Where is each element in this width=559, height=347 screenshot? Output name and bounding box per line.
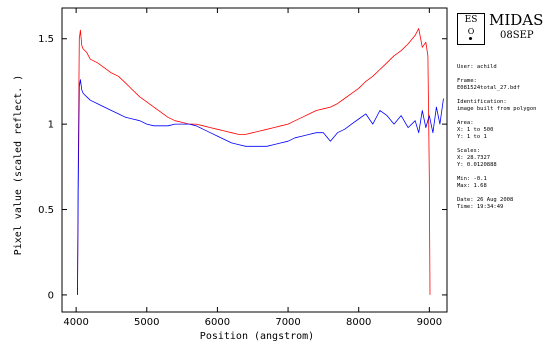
series-layer bbox=[77, 28, 444, 295]
area-y: Y: 1 to 1 bbox=[457, 134, 487, 140]
logo-text-top: ES bbox=[464, 15, 478, 25]
x-tick-label: 8000 bbox=[346, 317, 371, 328]
plot-frame bbox=[61, 7, 448, 313]
min-value: Min: -0.1 bbox=[457, 176, 487, 182]
y-tick-label: 1 bbox=[48, 120, 54, 131]
x-tick-label: 7000 bbox=[275, 317, 300, 328]
scales-y: Y: 0.0120888 bbox=[457, 162, 497, 168]
y-tick-label: 0 bbox=[48, 290, 54, 301]
series-blue-line bbox=[77, 79, 444, 295]
area-label: Area: bbox=[457, 120, 474, 126]
y-tick-label: 0.5 bbox=[38, 205, 54, 216]
app-date: 08SEP bbox=[500, 30, 534, 41]
x-axis-label: Position (angstrom) bbox=[200, 331, 314, 342]
y-axis-ticks: 0 0.5 1 1.5 bbox=[38, 34, 447, 301]
max-value: Max: 1.68 bbox=[457, 183, 487, 189]
user-line: User: achild bbox=[457, 64, 497, 70]
x-tick-label: 4000 bbox=[63, 317, 88, 328]
frame-value: E081524total_27.bdf bbox=[457, 85, 520, 91]
date-line: Date: 26 Aug 2008 bbox=[457, 197, 514, 203]
logo-text-bottom: O bbox=[467, 27, 475, 36]
x-tick-label: 5000 bbox=[134, 317, 159, 328]
x-tick-label: 6000 bbox=[205, 317, 230, 328]
scales-x: X: 28.7327 bbox=[457, 155, 491, 161]
y-axis-label: Pixel value (scaled reflect. ) bbox=[13, 75, 24, 256]
y-tick-label: 1.5 bbox=[38, 34, 54, 45]
series-red-line bbox=[77, 28, 431, 295]
eso-logo: ES O bbox=[457, 13, 485, 45]
identification-label: Identification: bbox=[457, 99, 507, 105]
time-line: Time: 19:34:49 bbox=[457, 204, 504, 210]
app-title: MIDAS bbox=[489, 11, 544, 29]
plot-border bbox=[61, 7, 448, 313]
info-panel: ES O MIDAS 08SEP User: achild Frame: E08… bbox=[454, 0, 559, 347]
x-axis-ticks: 4000 5000 6000 7000 8000 9000 bbox=[63, 8, 442, 328]
logo-dot-icon bbox=[469, 37, 472, 40]
frame-label: Frame: bbox=[457, 78, 477, 84]
x-tick-label: 9000 bbox=[417, 317, 442, 328]
frame-info: User: achild Frame: E081524total_27.bdf … bbox=[457, 64, 557, 218]
identification-value: image built from polygon bbox=[457, 106, 537, 112]
area-x: X: 1 to 500 bbox=[457, 127, 494, 133]
scales-label: Scales: bbox=[457, 148, 481, 154]
